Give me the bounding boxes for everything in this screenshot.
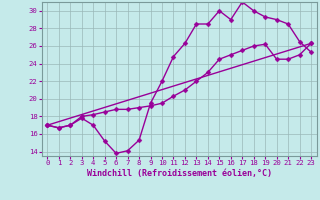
X-axis label: Windchill (Refroidissement éolien,°C): Windchill (Refroidissement éolien,°C) [87, 169, 272, 178]
